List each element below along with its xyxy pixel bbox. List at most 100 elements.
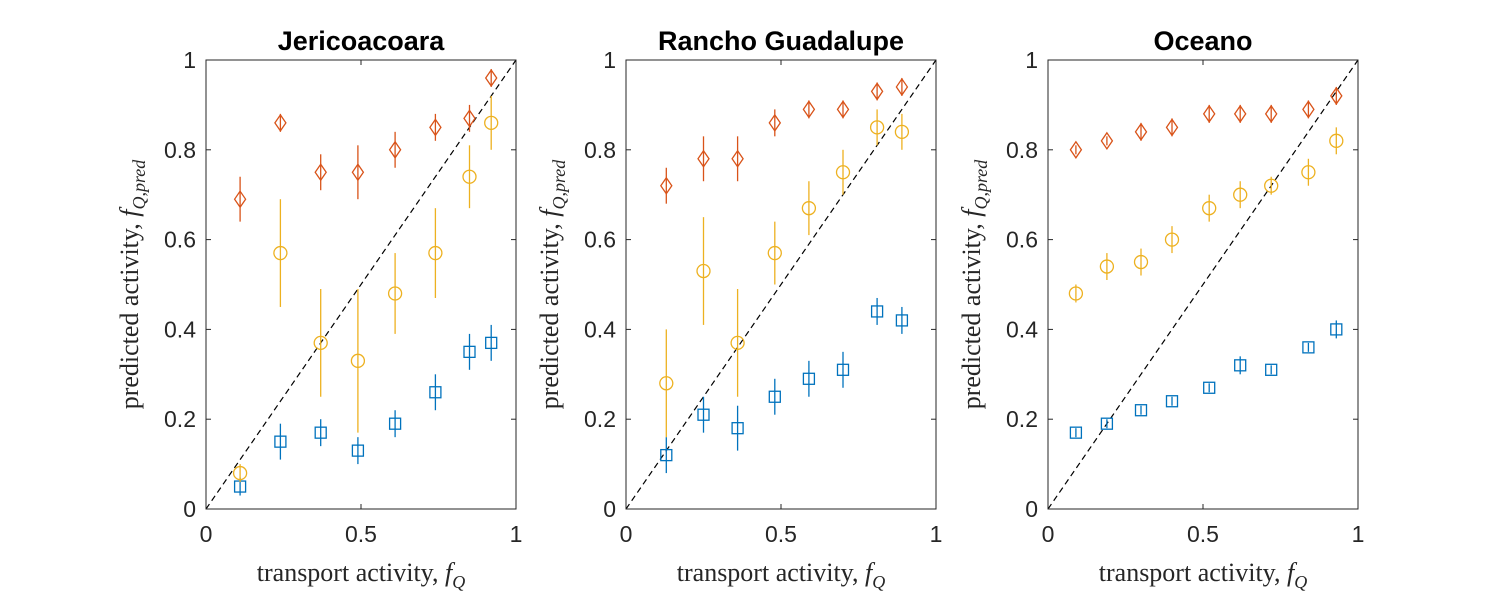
data-point-circle [1264, 178, 1279, 193]
data-point-square [429, 386, 442, 399]
y-tick-label: 0.6 [164, 227, 196, 253]
series-circle [1068, 127, 1344, 303]
x-tick-label: 0.5 [1187, 521, 1219, 547]
data-point-square [388, 417, 402, 430]
data-point-circle [894, 124, 910, 139]
y-tick-label: 0 [603, 496, 616, 522]
y-tick-label: 0.6 [584, 227, 616, 253]
data-point-square [870, 305, 884, 318]
y-tick-label: 0.8 [584, 137, 616, 163]
data-point-square [1330, 323, 1343, 336]
x-tick-label: 0.5 [765, 521, 797, 547]
data-point-square [660, 448, 673, 462]
data-point-diamond [463, 109, 476, 128]
data-point-circle [869, 120, 885, 135]
data-point-square [697, 408, 710, 421]
y-tick-label: 0.6 [1006, 227, 1038, 253]
data-point-circle [1301, 165, 1316, 180]
x-axis-label: transport activity, fQ [1099, 558, 1307, 592]
data-point-circle [232, 465, 248, 481]
data-point-square [485, 336, 498, 350]
data-point-circle [767, 245, 782, 261]
data-point-square [1165, 395, 1179, 408]
data-point-square [1265, 363, 1278, 376]
data-point-diamond [1264, 104, 1278, 124]
y-tick-label: 0 [183, 496, 196, 522]
data-point-diamond [1165, 118, 1179, 137]
data-point-diamond [1100, 131, 1114, 150]
data-point-square [351, 444, 365, 457]
series-square [233, 324, 498, 496]
x-tick-label: 1 [930, 521, 943, 547]
data-point-square [463, 345, 476, 359]
reference-line [205, 59, 517, 510]
data-point-diamond [1134, 122, 1148, 141]
y-tick-label: 0.4 [164, 316, 196, 342]
data-point-square [836, 363, 850, 376]
y-tick-label: 0.4 [584, 316, 616, 342]
data-point-square [314, 426, 327, 439]
data-point-diamond [388, 140, 402, 159]
data-point-diamond [895, 77, 909, 97]
data-point-diamond [314, 163, 327, 182]
data-point-circle [835, 165, 851, 180]
data-point-diamond [836, 100, 850, 119]
data-point-square [1069, 426, 1083, 439]
x-tick-label: 1 [510, 521, 523, 547]
data-point-diamond [1202, 104, 1216, 124]
data-point-diamond [1302, 100, 1315, 119]
data-point-circle [1202, 201, 1217, 216]
y-tick-label: 0 [1025, 496, 1038, 522]
data-point-square [274, 435, 287, 448]
data-point-square [895, 314, 909, 327]
data-point-circle [1164, 232, 1180, 247]
data-point-diamond [870, 82, 884, 101]
data-point-circle [1329, 133, 1344, 148]
y-tick-label: 0.2 [584, 406, 616, 432]
data-point-square [802, 372, 816, 385]
data-point-square [768, 390, 781, 403]
data-point-diamond [660, 176, 673, 195]
data-point-circle [1068, 286, 1084, 301]
y-tick-label: 0.2 [164, 406, 196, 432]
data-point-square [1100, 417, 1114, 430]
x-axis-label: transport activity, fQ [257, 558, 465, 592]
data-point-diamond [429, 118, 442, 137]
x-axis-label: transport activity, fQ [677, 558, 885, 592]
reference-line [1047, 59, 1359, 510]
data-point-diamond [697, 149, 710, 168]
data-point-circle [696, 263, 711, 279]
data-point-circle [730, 335, 745, 351]
data-point-diamond [274, 113, 287, 133]
y-axis-label: predicted activity, fQ,pred [535, 159, 569, 410]
x-tick-label: 1 [1352, 521, 1365, 547]
panel-rancho-guadalupe: 0 0.5 1 0 0.2 0.4 0.6 0.8 1 Rancho Guadalupe trans… [535, 26, 942, 592]
data-point-circle [484, 115, 499, 131]
y-tick-label: 0.4 [1006, 316, 1038, 342]
data-point-circle [387, 286, 403, 301]
x-tick-label: 0 [1042, 521, 1055, 547]
panel-jericoacoara: 0 0.5 1 0 0.2 0.4 0.6 0.8 1 Jericoacoara transport… [115, 26, 522, 592]
data-point-diamond [1233, 104, 1247, 124]
data-point-circle [659, 376, 674, 391]
data-point-diamond [484, 68, 498, 88]
series-circle [659, 109, 910, 438]
data-point-circle [428, 245, 443, 261]
reference-line [625, 59, 937, 510]
data-point-circle [1233, 187, 1248, 202]
data-point-square [1234, 359, 1247, 372]
data-point-circle [1099, 259, 1115, 274]
y-tick-label: 0.8 [164, 137, 196, 163]
y-tick-label: 0.8 [1006, 137, 1038, 163]
y-axis-label: predicted activity, fQ,pred [115, 159, 149, 410]
x-tick-label: 0 [620, 521, 633, 547]
chart-title: Rancho Guadalupe [658, 26, 904, 56]
data-point-circle [1133, 254, 1149, 270]
y-tick-label: 1 [1025, 47, 1038, 73]
data-point-square [1203, 381, 1216, 394]
chart-title: Oceano [1153, 26, 1252, 56]
data-point-diamond [233, 190, 247, 209]
series-diamond [1069, 86, 1343, 159]
x-tick-label: 0.5 [345, 521, 377, 547]
